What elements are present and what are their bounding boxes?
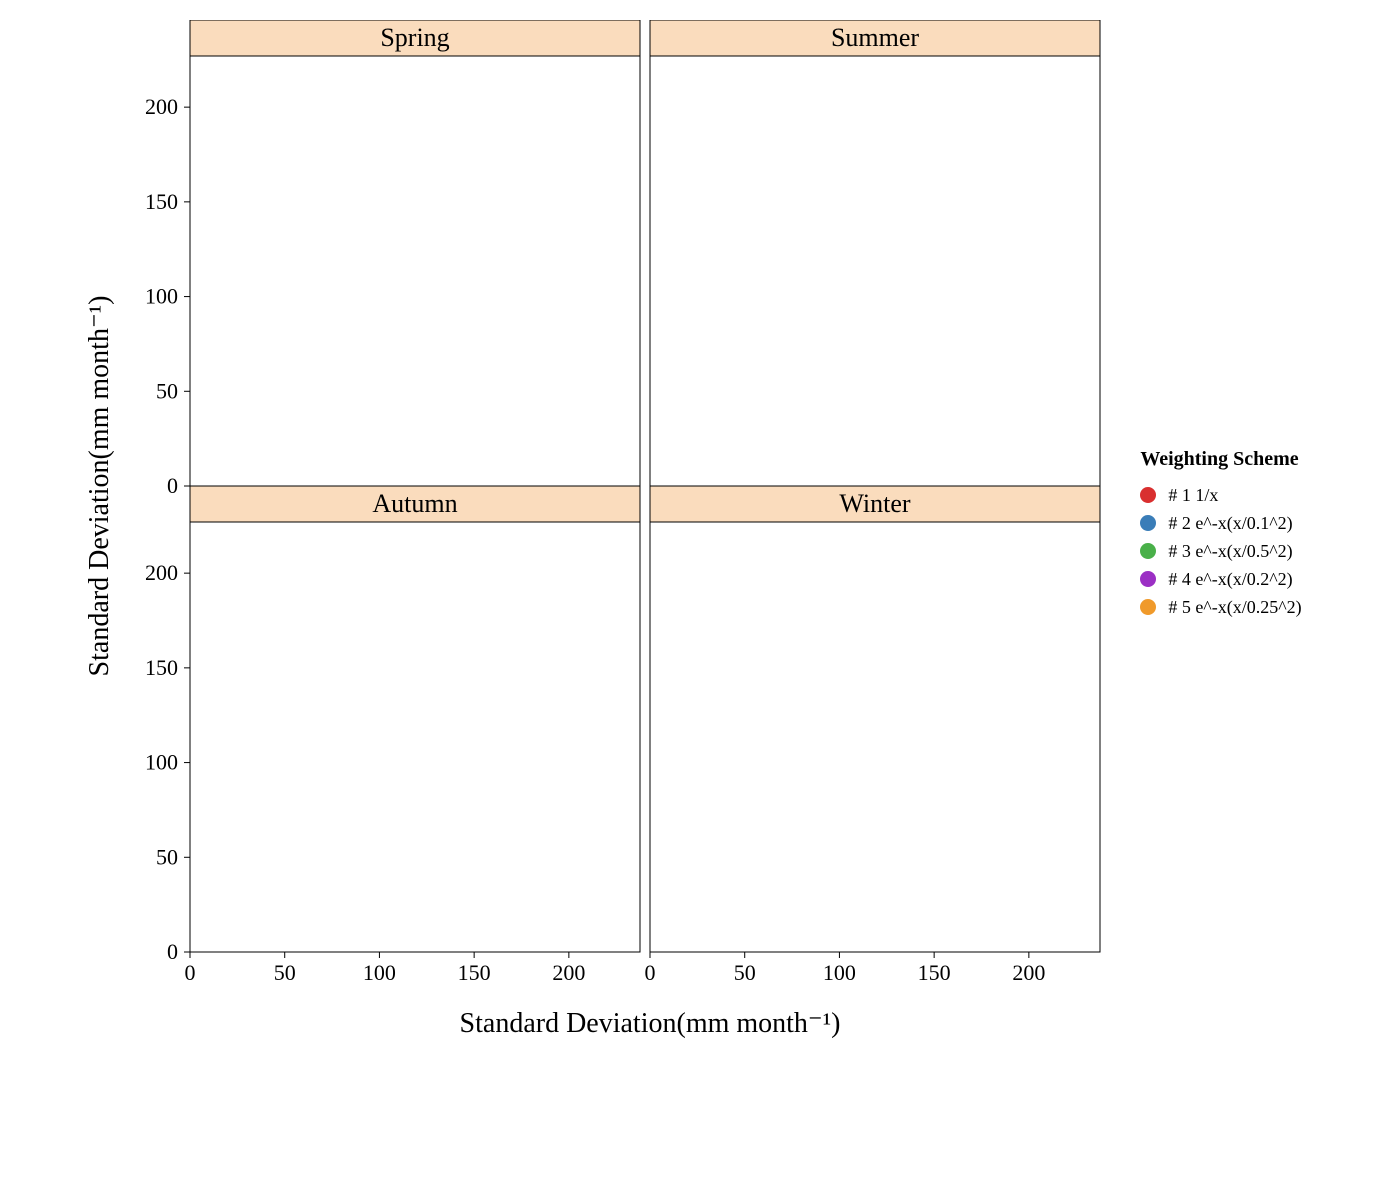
svg-text:0.3: 0.3	[295, 544, 329, 576]
svg-text:50: 50	[274, 960, 296, 985]
svg-text:150: 150	[735, 750, 771, 787]
svg-text:0: 0	[167, 473, 178, 498]
svg-text:100: 100	[348, 345, 384, 382]
svg-text:150: 150	[145, 655, 178, 680]
svg-text:150: 150	[275, 750, 311, 787]
svg-text:0.9: 0.9	[591, 747, 619, 772]
svg-text:0.95: 0.95	[1072, 335, 1110, 360]
svg-text:100: 100	[808, 811, 844, 848]
svg-text:observed: observed	[986, 917, 1063, 939]
svg-text:0.5: 0.5	[375, 579, 411, 614]
svg-text:Standard Deviation(mm month⁻¹): Standard Deviation(mm month⁻¹)	[84, 296, 115, 677]
svg-text:0.9: 0.9	[591, 281, 619, 306]
svg-text:Summer: Summer	[831, 23, 919, 52]
legend-label: # 4 e^-x(x/0.2^2)	[1168, 569, 1292, 590]
taylor-panels-svg: Spring 50 100 150 0.1 0.3 0.5 0.7 0.9 0.95 0.99 Cor…	[80, 20, 1110, 1052]
taylor-panel: Autumn 50 100 150 0.1 0.3 0.5 0.7 0.9 0.95 0.99 Cor…	[145, 486, 668, 964]
svg-text:50: 50	[734, 960, 756, 985]
taylor-panel: Spring 50 100 150 0.1 0.3 0.5 0.7 0.9 0.95 0.99 Cor…	[145, 20, 668, 498]
svg-text:100: 100	[348, 811, 384, 848]
svg-text:0.7: 0.7	[916, 640, 953, 677]
svg-text:observed: observed	[986, 451, 1063, 473]
svg-text:150: 150	[458, 960, 491, 985]
svg-text:100: 100	[145, 750, 178, 775]
svg-text:Correlation: Correlation	[881, 556, 969, 658]
svg-text:150: 150	[735, 284, 771, 321]
svg-text:0.3: 0.3	[755, 78, 789, 110]
svg-text:Spring: Spring	[381, 23, 450, 52]
legend-item: # 4 e^-x(x/0.2^2)	[1140, 569, 1301, 590]
svg-text:0.5: 0.5	[835, 113, 871, 148]
svg-text:RMS error: RMS error	[976, 68, 1080, 93]
svg-text:0: 0	[645, 960, 656, 985]
svg-text:0.5: 0.5	[835, 579, 871, 614]
svg-text:0.9: 0.9	[1051, 747, 1079, 772]
svg-text:50: 50	[424, 875, 454, 905]
legend-swatch	[1140, 571, 1156, 587]
svg-text:Correlation: Correlation	[881, 90, 969, 192]
taylor-panel: Summer501001500.10.30.50.70.90.950.99Cor…	[650, 20, 1110, 496]
svg-text:0.5: 0.5	[375, 113, 411, 148]
svg-text:0.95: 0.95	[1072, 801, 1110, 826]
svg-text:Correlation: Correlation	[421, 90, 509, 192]
svg-text:150: 150	[145, 189, 178, 214]
svg-text:0.3: 0.3	[295, 78, 329, 110]
svg-text:Autumn: Autumn	[373, 489, 458, 518]
svg-text:100: 100	[145, 284, 178, 309]
taylor-panel: Winter501001500.10.30.50.70.90.950.99Cor…	[650, 486, 1110, 962]
svg-text:0.1: 0.1	[676, 530, 706, 558]
legend-item: # 1 1/x	[1140, 485, 1301, 506]
svg-text:0.7: 0.7	[456, 640, 493, 677]
svg-text:0.99: 0.99	[630, 410, 669, 435]
svg-text:100: 100	[808, 345, 844, 382]
svg-text:0: 0	[185, 960, 196, 985]
svg-text:Correlation: Correlation	[421, 556, 509, 658]
svg-text:Winter: Winter	[840, 489, 911, 518]
svg-text:0.95: 0.95	[612, 335, 651, 360]
legend-item: # 5 e^-x(x/0.25^2)	[1140, 597, 1301, 618]
svg-text:0: 0	[167, 939, 178, 964]
svg-text:0.9: 0.9	[1051, 281, 1079, 306]
svg-text:100: 100	[823, 960, 856, 985]
svg-text:200: 200	[145, 560, 178, 585]
svg-text:0.99: 0.99	[630, 876, 669, 901]
svg-text:200: 200	[145, 94, 178, 119]
svg-text:Standard Deviation(mm month⁻¹): Standard Deviation(mm month⁻¹)	[460, 1008, 841, 1039]
legend-swatch	[1140, 543, 1156, 559]
svg-text:50: 50	[884, 875, 914, 905]
svg-text:50: 50	[156, 844, 178, 869]
svg-text:200: 200	[1013, 960, 1046, 985]
legend-label: # 2 e^-x(x/0.1^2)	[1168, 513, 1292, 534]
svg-text:0.1: 0.1	[216, 530, 246, 558]
svg-text:50: 50	[156, 378, 178, 403]
svg-text:0.1: 0.1	[676, 64, 706, 92]
svg-text:150: 150	[275, 284, 311, 321]
svg-text:50: 50	[884, 409, 914, 439]
svg-text:0.1: 0.1	[216, 64, 246, 92]
legend: Weighting Scheme # 1 1/x # 2 e^-x(x/0.1^2…	[1140, 448, 1301, 625]
svg-text:0.7: 0.7	[916, 174, 953, 211]
svg-text:0.3: 0.3	[755, 544, 789, 576]
legend-label: # 1 1/x	[1168, 485, 1218, 506]
svg-text:RMS error: RMS error	[976, 534, 1080, 559]
svg-text:200: 200	[553, 960, 586, 985]
legend-swatch	[1140, 515, 1156, 531]
svg-text:0.95: 0.95	[612, 801, 651, 826]
legend-title: Weighting Scheme	[1140, 448, 1301, 471]
svg-text:RMS error: RMS error	[516, 534, 620, 559]
svg-text:150: 150	[918, 960, 951, 985]
svg-text:observed: observed	[526, 451, 603, 473]
legend-item: # 2 e^-x(x/0.1^2)	[1140, 513, 1301, 534]
legend-label: # 5 e^-x(x/0.25^2)	[1168, 597, 1301, 618]
svg-text:0.7: 0.7	[456, 174, 493, 211]
legend-swatch	[1140, 487, 1156, 503]
legend-item: # 3 e^-x(x/0.5^2)	[1140, 541, 1301, 562]
legend-label: # 3 e^-x(x/0.5^2)	[1168, 541, 1292, 562]
svg-text:50: 50	[424, 409, 454, 439]
legend-swatch	[1140, 599, 1156, 615]
svg-text:100: 100	[363, 960, 396, 985]
svg-text:observed: observed	[526, 917, 603, 939]
svg-text:RMS error: RMS error	[516, 68, 620, 93]
